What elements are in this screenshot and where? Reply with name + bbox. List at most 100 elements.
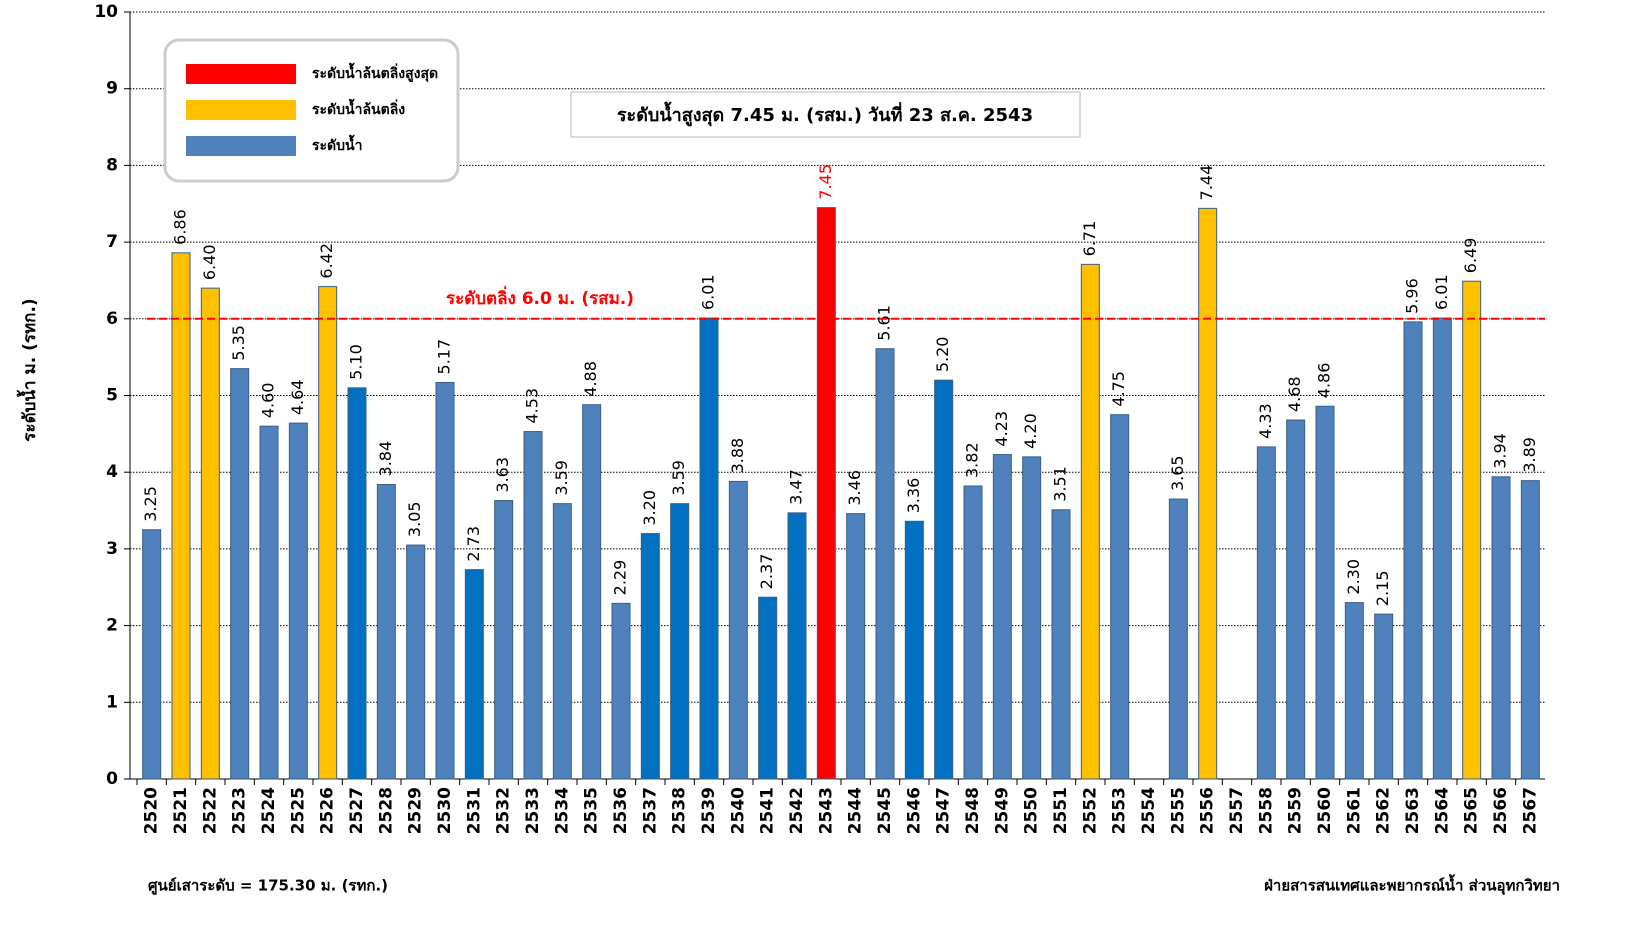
value-label: 4.75	[1109, 371, 1128, 407]
x-tick-label: 2536	[611, 787, 631, 834]
legend-label: ระดับน้ำล้นตลิ่งสูงสุด	[312, 62, 438, 82]
x-tick-label: 2529	[406, 787, 426, 834]
bar	[1080, 263, 1100, 780]
value-label: 3.59	[552, 460, 571, 496]
bar	[1403, 321, 1423, 780]
y-tick-label: 3	[106, 539, 118, 559]
x-tick-label: 2554	[1139, 787, 1159, 834]
bar	[816, 207, 836, 780]
y-tick-label: 8	[106, 155, 118, 175]
x-tick-label: 2521	[171, 787, 191, 834]
x-tick-label: 2550	[1022, 787, 1042, 834]
x-tick-label: 2546	[904, 787, 924, 834]
bar	[758, 596, 778, 780]
x-tick-label: 2567	[1520, 787, 1540, 834]
bar	[1344, 602, 1364, 780]
x-tick-label: 2561	[1344, 787, 1364, 834]
legend-swatch	[186, 136, 296, 156]
y-tick-label: 10	[94, 2, 118, 22]
bar	[288, 422, 308, 780]
x-tick-label: 2523	[230, 787, 250, 834]
bar	[904, 520, 924, 780]
value-label: 2.29	[611, 560, 630, 596]
value-label: 7.44	[1197, 165, 1216, 201]
bar	[523, 431, 543, 780]
value-label: 4.23	[992, 411, 1011, 447]
bar	[406, 544, 426, 780]
bar	[787, 512, 807, 780]
x-tick-label: 2558	[1256, 787, 1276, 834]
footer-right: ฝ่ายสารสนเทศและพยากรณ์น้ำ ส่วนอุทกวิทยา	[1264, 874, 1560, 896]
y-tick-label: 6	[106, 309, 118, 329]
y-tick-label: 5	[106, 386, 118, 406]
bar	[347, 387, 367, 780]
value-label: 3.36	[904, 478, 923, 514]
value-label: 6.40	[200, 244, 219, 280]
value-label: 4.68	[1285, 376, 1304, 412]
footer-left: ศูนย์เสาระดับ = 175.30 ม. (รทก.)	[148, 877, 388, 896]
value-label: 3.88	[728, 438, 747, 474]
x-tick-label: 2526	[318, 787, 338, 834]
bar	[259, 425, 279, 780]
x-tick-label: 2532	[494, 787, 514, 834]
legend-label: ระดับน้ำ	[312, 134, 362, 154]
value-label: 6.71	[1080, 221, 1099, 257]
x-tick-label: 2556	[1198, 787, 1218, 834]
x-tick-label: 2525	[288, 787, 308, 834]
value-label: 5.96	[1403, 278, 1422, 314]
value-label: 2.37	[757, 554, 776, 590]
x-tick-label: 2557	[1227, 787, 1247, 834]
bar	[1022, 456, 1042, 780]
x-tick-label: 2538	[670, 787, 690, 834]
bar	[934, 379, 954, 780]
x-tick-label: 2552	[1080, 787, 1100, 834]
value-label: 4.20	[1021, 413, 1040, 449]
x-tick-label: 2541	[758, 787, 778, 834]
bar	[1432, 317, 1452, 780]
bar	[728, 480, 748, 780]
x-tick-label: 2544	[846, 787, 866, 834]
bar	[1315, 405, 1335, 780]
x-tick-label: 2539	[699, 787, 719, 834]
x-tick-label: 2533	[523, 787, 543, 834]
bar	[992, 454, 1012, 780]
value-label: 3.94	[1491, 433, 1510, 469]
value-label: 5.35	[229, 325, 248, 361]
bar	[1286, 419, 1306, 780]
x-tick-label: 2540	[728, 787, 748, 834]
bar	[171, 252, 191, 780]
x-tick-label: 2527	[347, 787, 367, 834]
value-label: 4.86	[1315, 363, 1334, 399]
y-tick-label: 0	[106, 769, 118, 789]
value-label: 4.88	[581, 361, 600, 397]
x-tick-label: 2543	[816, 787, 836, 834]
bar	[552, 503, 572, 780]
value-label: 3.05	[405, 501, 424, 537]
x-tick-label: 2560	[1315, 787, 1335, 834]
bar	[200, 287, 220, 780]
bar	[1051, 509, 1071, 780]
bar	[142, 529, 162, 780]
y-tick-label: 2	[106, 616, 118, 636]
x-tick-label: 2531	[464, 787, 484, 834]
y-tick-label: 9	[106, 79, 118, 99]
legend-label: ระดับน้ำล้นตลิ่ง	[312, 98, 405, 118]
value-label: 7.45	[816, 164, 835, 200]
value-label: 2.73	[464, 526, 483, 562]
value-label: 5.20	[933, 337, 952, 373]
value-label: 2.15	[1373, 570, 1392, 606]
bar	[611, 602, 631, 780]
x-tick-label: 2542	[787, 787, 807, 834]
x-tick-label: 2528	[376, 787, 396, 834]
value-label: 3.20	[640, 490, 659, 526]
x-tick-label: 2530	[435, 787, 455, 834]
value-label: 3.51	[1051, 466, 1070, 502]
annotation: ระดับน้ำสูงสุด 7.45 ม. (รสม.) วันที่ 23 …	[617, 101, 1033, 127]
y-tick-label: 7	[106, 232, 118, 252]
bar	[963, 485, 983, 780]
value-label: 5.10	[347, 344, 366, 380]
value-label: 5.17	[435, 339, 454, 375]
y-tick-label: 4	[106, 462, 118, 482]
bar	[670, 503, 690, 780]
